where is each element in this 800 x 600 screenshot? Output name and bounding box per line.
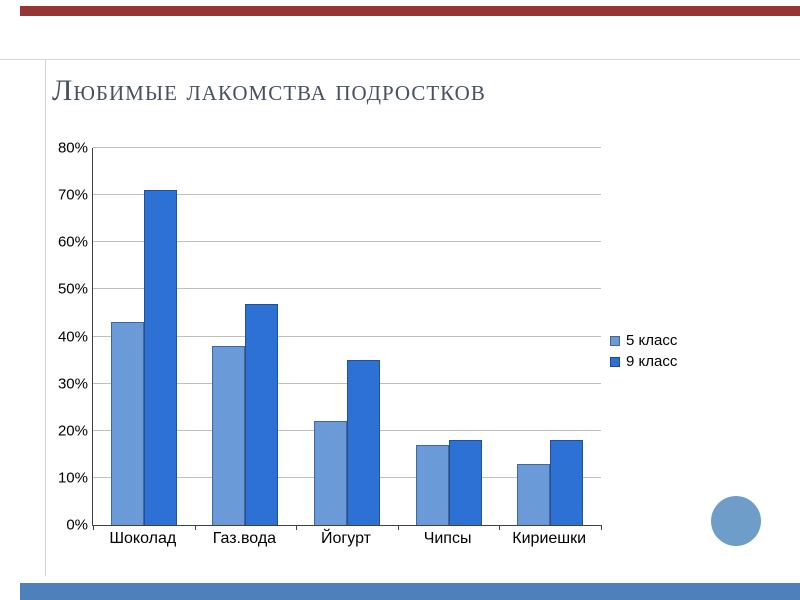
x-axis-tick: [601, 525, 602, 530]
y-tick-label: 30%: [57, 375, 88, 393]
bar-group-чипсы: [398, 148, 500, 525]
x-axis-tick: [296, 525, 298, 530]
x-tick-label: Чипсы: [423, 530, 472, 547]
horizontal-divider: [0, 59, 800, 60]
legend-label: 9 класс: [626, 353, 678, 370]
y-tick-label: 10%: [57, 469, 88, 487]
legend-item-9-класс: 9 класс: [610, 353, 677, 370]
decorative-circle: [711, 496, 761, 546]
bar-9-класс-кириешки: [550, 440, 584, 525]
y-tick-label: 50%: [57, 280, 88, 298]
bar-5-класс-кириешки: [517, 463, 551, 525]
bottom-accent-bar: [20, 583, 800, 600]
gridline-60%: [93, 241, 601, 243]
bar-group-шоколад: [93, 148, 195, 525]
x-tick-label: Кириешки: [512, 530, 587, 547]
gridline-80%: [93, 147, 601, 148]
top-accent-bar: [20, 6, 800, 16]
x-axis-tick: [93, 525, 94, 530]
bar-5-класс-чипсы: [415, 444, 449, 525]
slide-title: Любимые лакомства подростков: [52, 74, 486, 107]
bar-9-класс-газ.вода: [245, 303, 279, 525]
bar-9-класс-йогурт: [346, 360, 380, 525]
bar-5-класс-йогурт: [313, 421, 347, 525]
x-tick-label: Шоколад: [109, 530, 177, 547]
y-tick-label: 70%: [57, 186, 88, 204]
y-tick-label: 0%: [66, 516, 88, 534]
bar-group-кириешки: [499, 148, 601, 525]
y-axis-labels: 0% 10% 20% 30% 40% 50% 60% 70% 80%: [48, 140, 88, 534]
bar-group-йогурт: [296, 148, 398, 525]
x-tick-label: Газ.вода: [212, 530, 277, 547]
x-tick-label: Йогурт: [321, 530, 371, 547]
plot-area: [92, 147, 602, 530]
bar-groups: [93, 148, 601, 525]
y-tick-label: 40%: [57, 328, 88, 345]
bar-9-класс-чипсы: [448, 440, 482, 525]
bar-5-класс-шоколад: [110, 322, 144, 525]
chart-legend: 5 класс 9 класс: [610, 328, 677, 374]
x-axis-tick: [194, 525, 196, 530]
x-axis-labels: Шоколад Газ.вода Йогурт Чипсы Кириешки: [92, 526, 600, 548]
y-tick-label: 60%: [57, 233, 88, 251]
vertical-divider: [45, 59, 46, 576]
x-axis-tick: [499, 525, 501, 530]
gridline-70%: [93, 194, 601, 196]
legend-label: 5 класс: [626, 332, 678, 349]
legend-item-5-класс: 5 класс: [610, 332, 677, 349]
gridline-40%: [93, 335, 601, 337]
bar-group-газ.вода: [195, 148, 297, 525]
legend-swatch: [610, 356, 620, 367]
y-tick-label: 80%: [57, 139, 88, 157]
y-tick-label: 20%: [57, 422, 88, 440]
gridline-50%: [93, 288, 601, 290]
x-axis-tick: [397, 525, 399, 530]
legend-swatch: [610, 335, 620, 346]
bar-5-класс-газ.вода: [212, 345, 246, 525]
bar-9-класс-шоколад: [143, 190, 177, 525]
